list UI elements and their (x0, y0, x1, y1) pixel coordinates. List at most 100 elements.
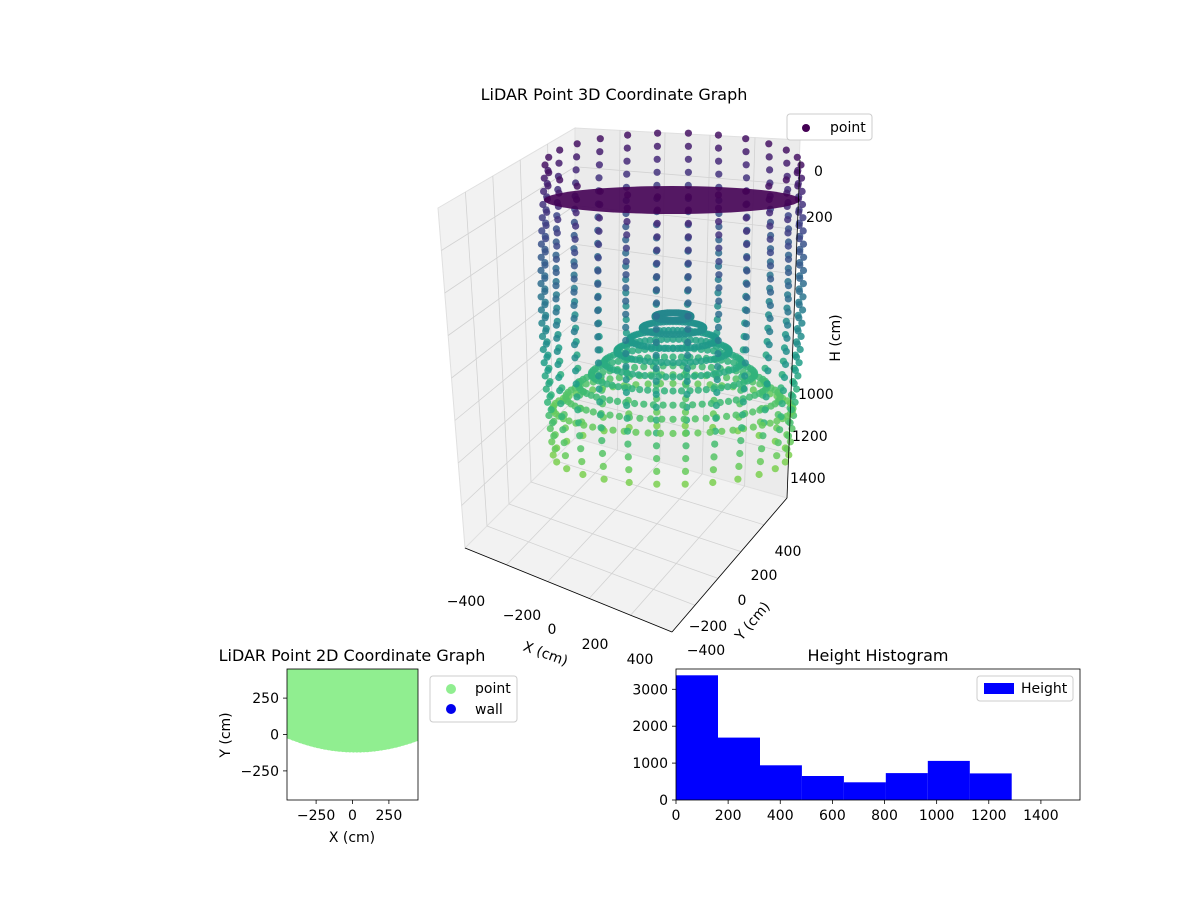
data-point (557, 400, 565, 408)
data-point (580, 421, 588, 429)
data-point (669, 379, 677, 388)
data-point (681, 422, 689, 430)
data-point (538, 227, 546, 235)
data-point (677, 387, 686, 395)
data-point (546, 393, 554, 401)
data-point (544, 186, 800, 214)
data-point (783, 445, 791, 453)
data-point (542, 235, 550, 243)
data-point (797, 332, 805, 340)
x-tick-label: 250 (376, 808, 403, 824)
data-point (622, 363, 630, 371)
x-tick-label: 1000 (919, 808, 955, 824)
data-point (761, 406, 769, 414)
data-point (653, 273, 661, 281)
histogram-bar (843, 782, 886, 800)
data-point (715, 170, 723, 178)
data-point (542, 385, 550, 393)
data-point (784, 229, 792, 237)
data-point (596, 398, 604, 406)
x-tick-label: 800 (871, 808, 898, 824)
data-point (623, 144, 631, 152)
data-point (681, 358, 689, 367)
data-point (596, 411, 605, 419)
data-point (782, 146, 790, 154)
data-point (712, 414, 720, 422)
data-point (771, 465, 779, 473)
data-point (795, 221, 803, 230)
data-point (742, 214, 750, 222)
data-point (624, 440, 632, 448)
x-tick-label: −200 (503, 608, 541, 624)
x-tick-label: 400 (627, 652, 654, 668)
data-point (788, 425, 796, 433)
data-point (690, 372, 698, 380)
data-point (555, 373, 563, 382)
data-point (644, 386, 652, 394)
data-point (570, 275, 578, 283)
data-point (715, 157, 723, 165)
data-point (794, 327, 802, 335)
data-point (766, 419, 774, 427)
data-point (669, 429, 677, 438)
data-point (537, 253, 545, 261)
data-point (554, 360, 562, 369)
histogram-bar (676, 675, 718, 800)
data-point (570, 328, 578, 336)
data-point (622, 257, 630, 266)
data-point (572, 367, 580, 375)
data-point (572, 380, 580, 388)
data-point (662, 373, 670, 381)
data-point (712, 401, 721, 409)
data-point (766, 288, 775, 296)
data-point (652, 312, 661, 320)
data-point (800, 253, 808, 261)
data-point (648, 372, 656, 380)
data-point (681, 467, 690, 475)
data-point (765, 153, 773, 161)
y-tick-label: 400 (775, 544, 802, 560)
data-point (717, 384, 725, 392)
z-axis-line (786, 159, 801, 499)
data-point (597, 424, 605, 432)
data-point (755, 470, 763, 479)
y-tick-label: −200 (689, 619, 727, 635)
data-point (622, 336, 630, 345)
data-point (595, 174, 603, 182)
data-point (784, 255, 793, 263)
legend-box (786, 113, 873, 141)
data-point (742, 333, 750, 341)
data-point (549, 451, 557, 459)
data-point (799, 227, 807, 235)
data-point (707, 363, 716, 372)
data-point (684, 155, 693, 163)
x-tick-label: 0 (348, 808, 357, 824)
data-point (652, 286, 661, 294)
data-point (711, 440, 719, 448)
data-point (570, 314, 578, 323)
data-point (743, 307, 751, 315)
data-point (742, 320, 751, 328)
data-point (640, 400, 648, 408)
data-point (559, 426, 567, 434)
data-point (540, 359, 548, 367)
data-point (658, 415, 666, 423)
grid-line (444, 205, 576, 294)
data-point (663, 359, 671, 367)
data-point (742, 161, 750, 169)
legend-3d: point (786, 113, 873, 141)
data-point (742, 227, 751, 235)
data-point (542, 221, 550, 230)
plot-area-2d (287, 669, 418, 753)
data-point (545, 379, 553, 388)
chart-histogram: Height Histogram 0 200 400 600 800 1000 1200 14… (632, 646, 1081, 824)
data-point (715, 284, 723, 292)
data-point (703, 371, 712, 379)
data-point (623, 157, 631, 165)
data-point (692, 358, 700, 366)
histogram-bar (718, 737, 760, 800)
data-point (730, 381, 738, 389)
data-point (538, 214, 546, 222)
chart-2d: LiDAR Point 2D Coordinate Graph −250 0 250… (218, 646, 518, 846)
data-point (796, 274, 804, 282)
